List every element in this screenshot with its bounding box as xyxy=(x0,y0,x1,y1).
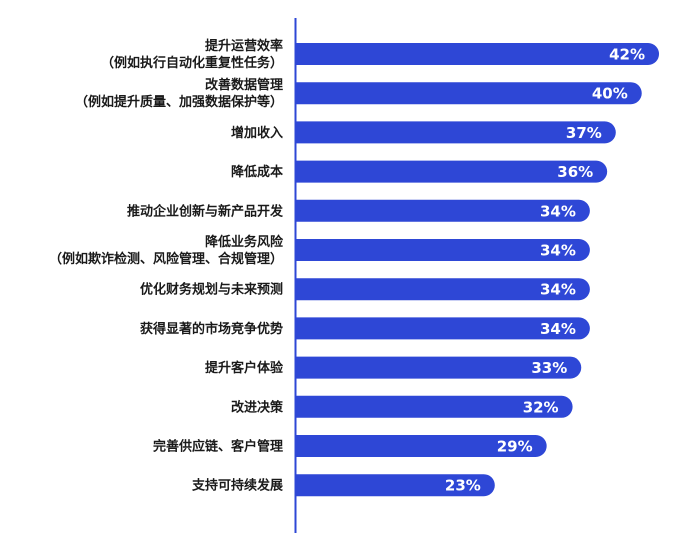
bar-value-label: 34% xyxy=(540,242,576,260)
bar xyxy=(296,356,582,379)
bars-layer: 42% 40% 37% 36% 34% 34% 34% 34% 33% 32% 29% 23% xyxy=(296,43,660,497)
category-label: 推动企业创新与新产品开发 xyxy=(127,203,284,219)
bar xyxy=(296,43,660,65)
category-label: 改进决策 xyxy=(231,399,284,415)
category-label: 提升运营效率 xyxy=(205,38,283,54)
bar xyxy=(296,199,590,222)
category-labels-layer: 提升运营效率（例如执行自动化重复性任务） 改善数据管理（例如提升质量、加强数据保护… xyxy=(49,38,284,494)
bar xyxy=(296,160,608,183)
category-label: 完善供应链、客户管理 xyxy=(153,439,283,455)
bar-value-label: 33% xyxy=(531,359,567,377)
bar-value-label: 40% xyxy=(592,85,628,103)
category-label: 提升客户体验 xyxy=(205,360,284,376)
category-label: 降低业务风险 xyxy=(205,234,284,250)
bar-value-label: 29% xyxy=(497,438,533,456)
bar xyxy=(296,278,590,301)
bar xyxy=(296,121,616,144)
bar xyxy=(296,82,642,105)
bar-value-label: 34% xyxy=(540,202,576,220)
category-label: 优化财务规划与未来预测 xyxy=(140,282,283,298)
bar-value-label: 32% xyxy=(523,398,559,416)
category-label: 支持可持续发展 xyxy=(191,478,284,494)
category-sublabel: （例如执行自动化重复性任务） xyxy=(101,55,283,71)
category-sublabel: （例如欺诈检测、风险管理、合规管理） xyxy=(49,251,283,267)
bar-value-label: 23% xyxy=(445,477,481,495)
bar-value-label: 42% xyxy=(609,46,645,64)
bar-value-label: 37% xyxy=(566,124,602,142)
bar xyxy=(296,317,590,340)
bar-value-label: 34% xyxy=(540,281,576,299)
category-sublabel: （例如提升质量、加强数据保护等） xyxy=(75,94,283,110)
category-label: 降低成本 xyxy=(231,164,283,180)
bar xyxy=(296,474,495,497)
category-label: 获得显著的市场竞争优势 xyxy=(140,321,283,337)
category-label: 增加收入 xyxy=(231,125,283,141)
bar-value-label: 34% xyxy=(540,320,576,338)
bar xyxy=(296,435,547,457)
category-label: 改善数据管理 xyxy=(205,77,283,93)
bar xyxy=(296,395,573,418)
bar xyxy=(296,239,590,261)
bar-value-label: 36% xyxy=(557,163,593,181)
